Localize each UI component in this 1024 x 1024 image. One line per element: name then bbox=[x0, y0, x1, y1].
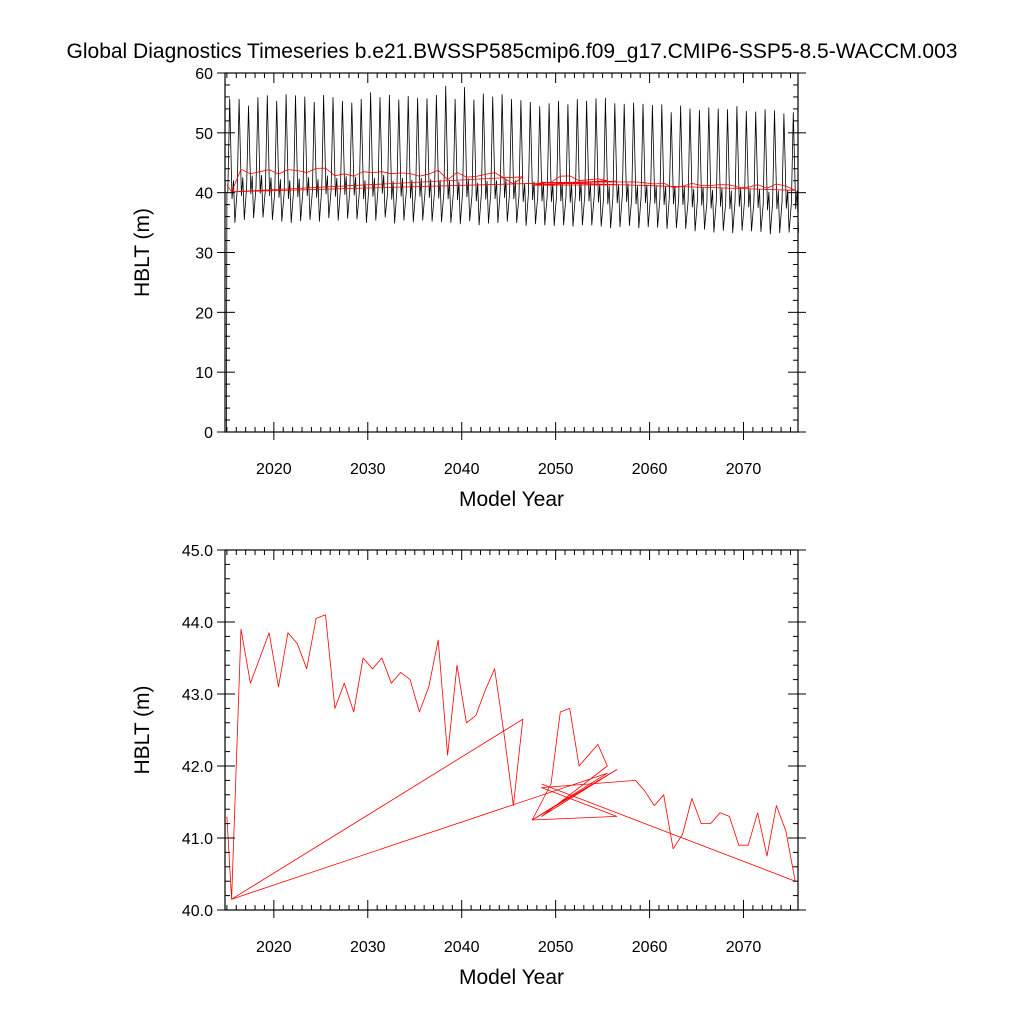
bottom-y-axis-label: HBLT (m) bbox=[131, 685, 154, 774]
top-plot-series bbox=[226, 85, 799, 433]
y-tick-label: 43.0 bbox=[182, 687, 213, 704]
x-tick-label: 2070 bbox=[726, 461, 762, 478]
x-tick-label: 2020 bbox=[256, 939, 292, 956]
series-line bbox=[226, 85, 799, 433]
top-plot-frame bbox=[224, 72, 799, 433]
x-tick-label: 2040 bbox=[444, 939, 480, 956]
x-tick-label: 2050 bbox=[538, 461, 574, 478]
x-tick-label: 2070 bbox=[726, 939, 762, 956]
y-tick-label: 30 bbox=[195, 246, 213, 263]
y-tick-label: 10 bbox=[195, 365, 213, 382]
x-tick-label: 2030 bbox=[350, 939, 386, 956]
y-tick-label: 40.0 bbox=[182, 903, 213, 920]
x-tick-label: 2020 bbox=[256, 461, 292, 478]
x-tick-label: 2040 bbox=[444, 461, 480, 478]
x-tick-label: 2060 bbox=[632, 939, 668, 956]
series-line bbox=[226, 614, 796, 900]
y-tick-label: 20 bbox=[195, 305, 213, 322]
series-line bbox=[226, 167, 796, 193]
bottom-panel: 2020 2030 2040 2050 2060 2070 40.0 41.0 42.0 43.0… bbox=[131, 543, 806, 989]
bottom-plot-series bbox=[226, 614, 796, 900]
bottom-x-axis-label: Model Year bbox=[459, 966, 564, 989]
y-tick-label: 50 bbox=[195, 126, 213, 143]
x-tick-label: 2030 bbox=[350, 461, 386, 478]
y-tick-label: 60 bbox=[195, 66, 213, 83]
y-tick-label: 40 bbox=[195, 186, 213, 203]
x-tick-label: 2060 bbox=[632, 461, 668, 478]
bottom-plot-ticks: 2020 2030 2040 2050 2060 2070 40.0 41.0 42.0 43.0… bbox=[182, 543, 806, 956]
y-tick-label: 44.0 bbox=[182, 615, 213, 632]
y-tick-label: 45.0 bbox=[182, 543, 213, 560]
y-tick-label: 42.0 bbox=[182, 759, 213, 776]
top-y-axis-label: HBLT (m) bbox=[131, 208, 154, 297]
x-tick-label: 2050 bbox=[538, 939, 574, 956]
y-tick-label: 41.0 bbox=[182, 831, 213, 848]
bottom-plot-frame bbox=[224, 549, 799, 911]
top-x-axis-label: Model Year bbox=[459, 488, 564, 511]
figure-title: Global Diagnostics Timeseries b.e21.BWSS… bbox=[67, 40, 958, 63]
y-tick-label: 0 bbox=[204, 425, 213, 442]
